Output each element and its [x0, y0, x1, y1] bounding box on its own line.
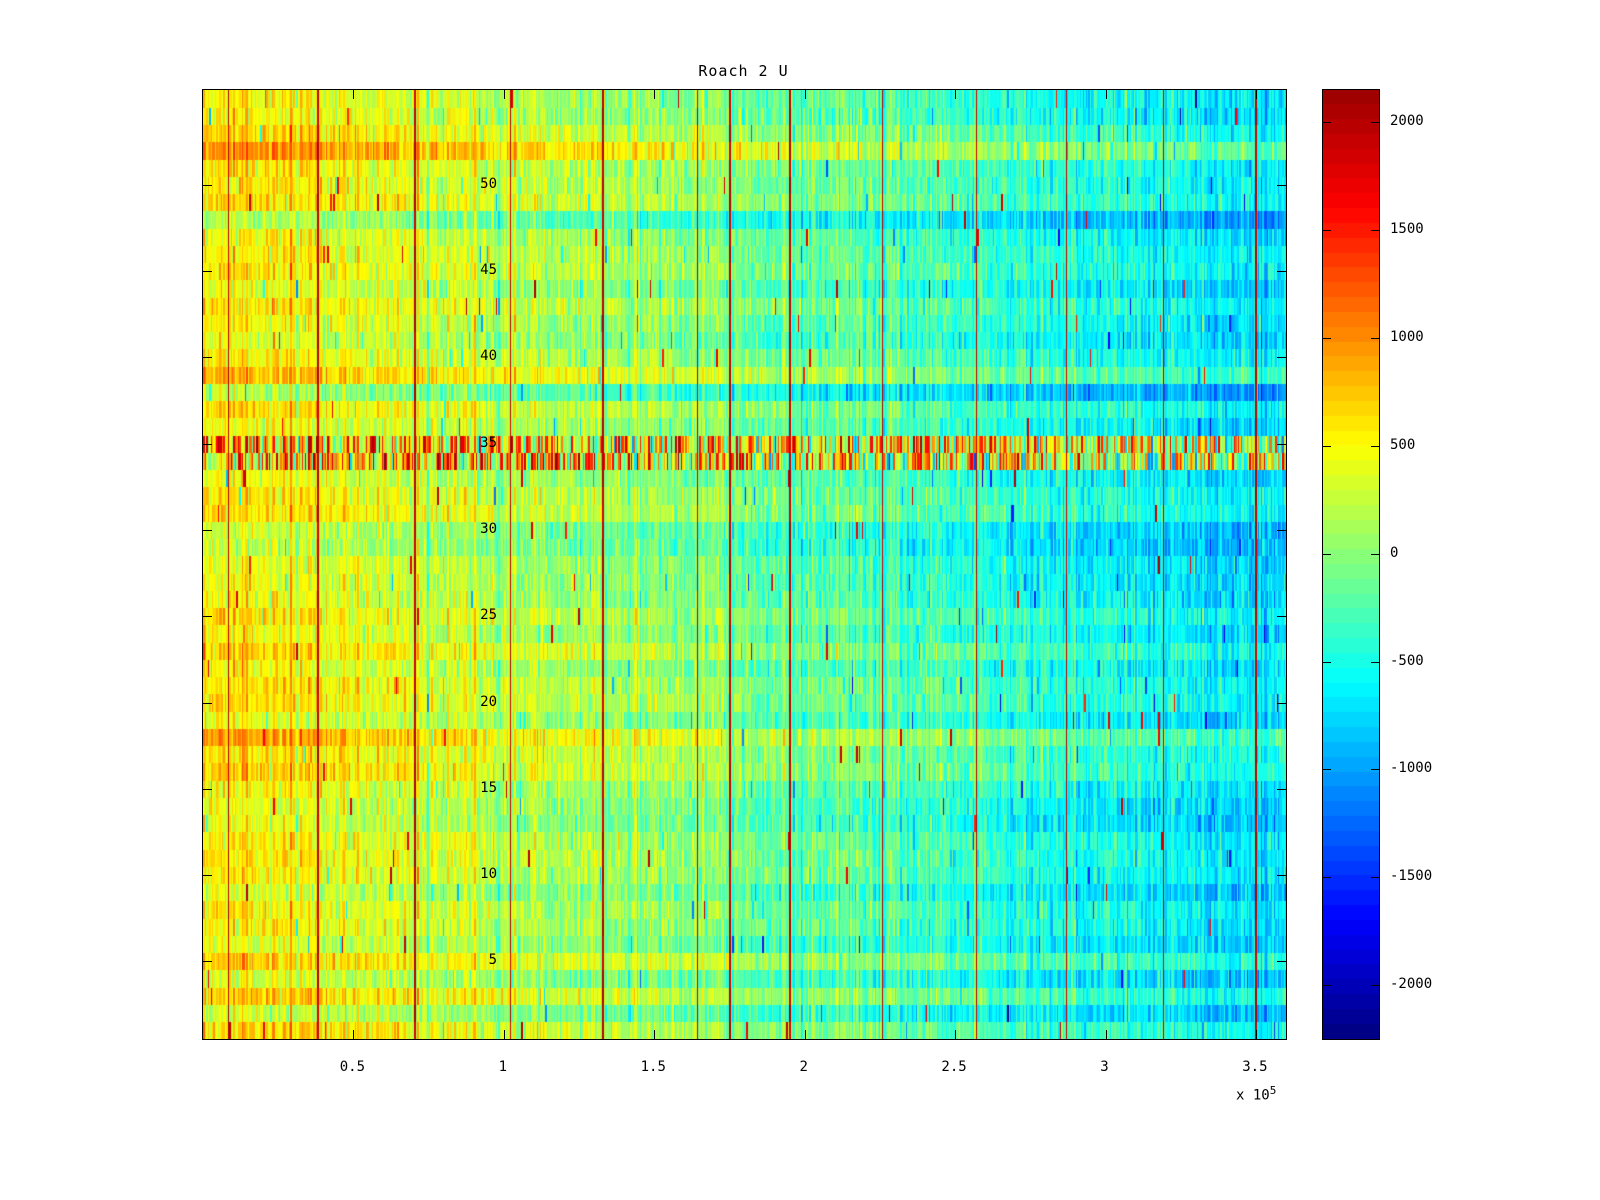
x-tick-mark: [654, 90, 656, 99]
y-tick-mark: [203, 788, 212, 790]
y-tick-mark: [1277, 961, 1286, 963]
y-tick-label: 30: [480, 520, 497, 537]
x-tick-mark: [353, 1030, 355, 1039]
colorbar-gradient: [1323, 90, 1379, 1039]
colorbar-tick-label: -2000: [1390, 976, 1433, 993]
colorbar-tick-label: 2000: [1390, 113, 1424, 130]
colorbar-tick-mark: [1371, 661, 1379, 663]
x-tick-mark: [1255, 1030, 1257, 1039]
y-tick-mark: [1277, 184, 1286, 186]
x-tick-label: 3: [1100, 1059, 1109, 1075]
colorbar-tick-mark: [1323, 122, 1331, 124]
y-tick-mark: [203, 184, 212, 186]
y-tick-label: 40: [480, 348, 497, 365]
x-exponent-base: x 10: [1236, 1087, 1270, 1104]
y-tick-mark: [1277, 443, 1286, 445]
x-tick-label: 1: [498, 1059, 508, 1075]
colorbar-tick-label: 1000: [1390, 329, 1424, 346]
colorbar-tick-label: 1500: [1390, 221, 1424, 238]
y-tick-mark: [1277, 875, 1286, 877]
colorbar-tick-mark: [1371, 445, 1379, 447]
colorbar-tick-mark: [1323, 985, 1331, 987]
colorbar-tick-mark: [1323, 769, 1331, 771]
x-tick-label: 3.5: [1242, 1059, 1268, 1075]
x-tick-mark: [1105, 90, 1107, 99]
x-tick-mark: [353, 90, 355, 99]
y-tick-mark: [203, 702, 212, 704]
colorbar-tick-mark: [1371, 230, 1379, 232]
x-tick-label: 2.5: [941, 1059, 967, 1075]
y-tick-label: 15: [480, 779, 497, 796]
colorbar-tick-mark: [1323, 661, 1331, 663]
y-tick-label: 35: [480, 434, 497, 451]
colorbar-tick-label: -500: [1390, 652, 1424, 669]
colorbar-tick-mark: [1371, 985, 1379, 987]
y-tick-mark: [1277, 702, 1286, 704]
y-tick-mark: [203, 961, 212, 963]
colorbar[interactable]: [1322, 89, 1380, 1040]
y-tick-mark: [203, 875, 212, 877]
colorbar-tick-label: 0: [1390, 544, 1399, 561]
y-tick-mark: [1277, 357, 1286, 359]
y-tick-label: 45: [480, 262, 497, 279]
colorbar-tick-mark: [1323, 445, 1331, 447]
x-tick-mark: [654, 1030, 656, 1039]
y-tick-mark: [1277, 271, 1286, 273]
colorbar-tick-mark: [1371, 553, 1379, 555]
y-tick-mark: [1277, 788, 1286, 790]
y-tick-label: 10: [480, 866, 497, 883]
x-tick-mark: [804, 90, 806, 99]
heatmap-axes[interactable]: [202, 89, 1287, 1040]
colorbar-tick-label: 500: [1390, 436, 1416, 453]
x-tick-mark: [804, 1030, 806, 1039]
x-tick-mark: [955, 1030, 957, 1039]
colorbar-tick-label: -1000: [1390, 760, 1433, 777]
heatmap-image: [203, 90, 1286, 1039]
colorbar-tick-mark: [1323, 877, 1331, 879]
y-tick-label: 20: [480, 693, 497, 710]
y-tick-mark: [203, 357, 212, 359]
colorbar-tick-mark: [1371, 122, 1379, 124]
x-tick-label: 2: [799, 1059, 808, 1075]
x-tick-label: 0.5: [339, 1059, 366, 1075]
colorbar-tick-mark: [1371, 338, 1379, 340]
x-exponent-power: 5: [1269, 1084, 1277, 1097]
x-tick-label: 1.5: [640, 1059, 666, 1075]
y-tick-label: 50: [480, 175, 497, 192]
colorbar-tick-mark: [1371, 769, 1379, 771]
y-tick-mark: [203, 443, 212, 445]
colorbar-tick-label: -1500: [1390, 868, 1433, 885]
colorbar-tick-mark: [1323, 230, 1331, 232]
x-tick-mark: [1255, 90, 1257, 99]
y-tick-label: 5: [488, 952, 497, 969]
x-tick-mark: [1105, 1030, 1107, 1039]
x-tick-mark: [955, 90, 957, 99]
x-tick-mark: [503, 90, 505, 99]
x-tick-mark: [503, 1030, 505, 1039]
y-tick-mark: [203, 271, 212, 273]
y-tick-mark: [1277, 529, 1286, 531]
colorbar-tick-mark: [1371, 877, 1379, 879]
y-tick-mark: [203, 529, 212, 531]
y-tick-label: 25: [480, 607, 497, 624]
plot-title: Roach 2 U: [698, 62, 789, 80]
colorbar-tick-mark: [1323, 338, 1331, 340]
x-axis-exponent-label: x 105: [1236, 1084, 1276, 1104]
colorbar-tick-mark: [1323, 553, 1331, 555]
y-tick-mark: [203, 616, 212, 618]
y-tick-mark: [1277, 616, 1286, 618]
